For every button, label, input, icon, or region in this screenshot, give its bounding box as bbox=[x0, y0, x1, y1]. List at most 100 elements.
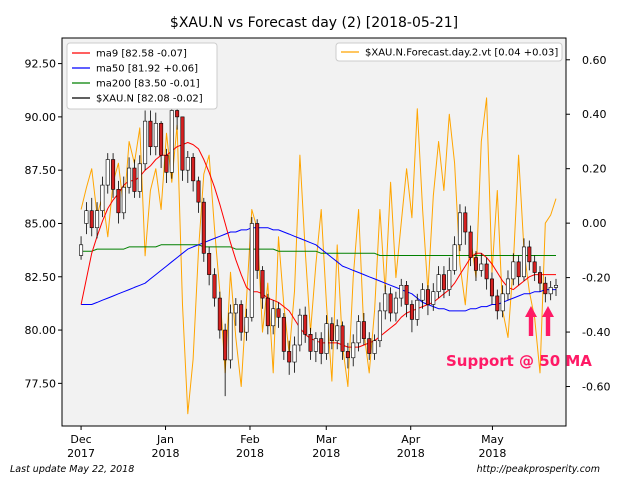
candle bbox=[495, 289, 500, 320]
candle-body-up bbox=[105, 159, 110, 186]
candle bbox=[191, 153, 196, 192]
y-right-tick-label: 0.20 bbox=[582, 163, 607, 176]
y-axis-right: -0.60 -0.40 -0.20 0.00 0.20 0.40 0.60 bbox=[566, 54, 610, 394]
x-tick-label-year: 2018 bbox=[478, 447, 506, 460]
candle-body-down bbox=[543, 282, 548, 295]
candle bbox=[479, 253, 484, 277]
x-tick-label-month: Apr bbox=[401, 433, 421, 446]
candle bbox=[137, 155, 142, 198]
legend-label: $XAU.N.Forecast.day.2.vt [0.04 +0.03] bbox=[365, 48, 558, 59]
candle bbox=[292, 336, 297, 373]
candle bbox=[313, 332, 318, 363]
series-line-ma9 bbox=[80, 142, 556, 348]
candle-body-down bbox=[111, 159, 116, 190]
candle-body-down bbox=[367, 338, 372, 354]
candle-body-down bbox=[303, 314, 308, 335]
y-right-tick-label: -0.20 bbox=[582, 272, 610, 285]
candle-body-up bbox=[479, 263, 484, 271]
candle-body-down bbox=[276, 308, 281, 318]
candle bbox=[308, 327, 313, 360]
candle-body-up bbox=[548, 287, 553, 295]
legend-right: $XAU.N.Forecast.day.2.vt [0.04 +0.03] bbox=[335, 42, 563, 62]
candle bbox=[116, 180, 121, 224]
candle-body-up bbox=[313, 338, 318, 352]
candle-body-up bbox=[292, 344, 297, 363]
candle bbox=[548, 281, 553, 301]
candle-body-down bbox=[425, 289, 430, 305]
legend-label: ma50 [81.92 +0.06] bbox=[96, 64, 198, 75]
candle bbox=[228, 304, 233, 369]
x-tick-label-year: 2018 bbox=[312, 447, 340, 460]
candle bbox=[527, 240, 532, 271]
candle-body-down bbox=[441, 274, 446, 290]
candle bbox=[79, 236, 84, 260]
forecast-layer bbox=[80, 97, 557, 415]
candle-body-up bbox=[169, 110, 174, 173]
y-right-tick-label: 0.60 bbox=[582, 54, 607, 67]
candle-body-up bbox=[377, 310, 382, 342]
candle-body-down bbox=[532, 261, 537, 273]
candle-body-down bbox=[223, 329, 228, 361]
candle bbox=[505, 270, 510, 301]
candle-body-up bbox=[436, 274, 441, 292]
candle bbox=[521, 238, 526, 282]
candle bbox=[287, 340, 292, 375]
candle bbox=[276, 302, 281, 328]
candle-body-up bbox=[511, 261, 516, 280]
x-tick-label-month: Dec bbox=[70, 433, 91, 446]
candle-body-up bbox=[393, 297, 398, 314]
candle bbox=[212, 268, 217, 307]
candle bbox=[281, 313, 286, 360]
candle bbox=[244, 308, 249, 341]
y-right-tick-label: -0.60 bbox=[582, 381, 610, 394]
candle-body-up bbox=[100, 184, 105, 211]
candle bbox=[553, 278, 558, 296]
candle-body-down bbox=[537, 272, 542, 284]
candle-body-down bbox=[212, 274, 217, 299]
candle bbox=[537, 266, 542, 292]
candle-body-up bbox=[383, 293, 388, 312]
candle-body-down bbox=[175, 110, 180, 118]
candle-body-down bbox=[308, 334, 313, 352]
candle-body-down bbox=[265, 297, 270, 327]
y-axis-left: 77.50 80.00 82.50 85.00 87.50 90.00 92.50 bbox=[25, 58, 62, 390]
candle bbox=[388, 287, 393, 322]
y-right-tick-label: -0.40 bbox=[582, 326, 610, 339]
legend-left: ma9 [82.58 -0.07] ma50 [81.92 +0.06] ma200… bbox=[66, 42, 218, 110]
candle bbox=[319, 332, 324, 365]
candle-body-up bbox=[372, 340, 377, 354]
candle bbox=[207, 246, 212, 286]
candle bbox=[463, 206, 468, 245]
candle-body-down bbox=[329, 323, 334, 342]
support-annotation: Support @ 50 MA bbox=[446, 306, 592, 370]
candle bbox=[532, 255, 537, 282]
candle bbox=[201, 197, 206, 262]
candle bbox=[415, 293, 420, 326]
ma9-layer bbox=[80, 142, 556, 348]
candle-body-up bbox=[127, 167, 132, 188]
legend-entry: ma9 [82.58 -0.07] bbox=[72, 49, 187, 60]
candle bbox=[447, 257, 452, 296]
candle bbox=[393, 291, 398, 322]
candle bbox=[223, 323, 228, 397]
candle bbox=[143, 110, 148, 171]
candle-body-down bbox=[527, 246, 532, 263]
candle bbox=[233, 298, 238, 326]
legend-label: $XAU.N [82.08 -0.02] bbox=[96, 94, 203, 105]
candle-body-down bbox=[89, 210, 94, 229]
candle-body-up bbox=[356, 321, 361, 344]
candle bbox=[159, 121, 164, 169]
candle-body-down bbox=[340, 325, 345, 352]
candle-body-down bbox=[468, 231, 473, 258]
y-left-tick-label: 82.50 bbox=[25, 271, 57, 284]
candle bbox=[260, 266, 265, 309]
candle bbox=[399, 278, 404, 307]
candle-body-up bbox=[335, 325, 340, 342]
candle-body-down bbox=[201, 201, 206, 254]
series-line-ma200 bbox=[81, 244, 556, 256]
candle-body-down bbox=[484, 263, 489, 280]
candle bbox=[441, 266, 446, 299]
x-tick-label-year: 2017 bbox=[67, 447, 95, 460]
candle-body-down bbox=[409, 304, 414, 320]
y-left-tick-label: 90.00 bbox=[25, 111, 57, 124]
